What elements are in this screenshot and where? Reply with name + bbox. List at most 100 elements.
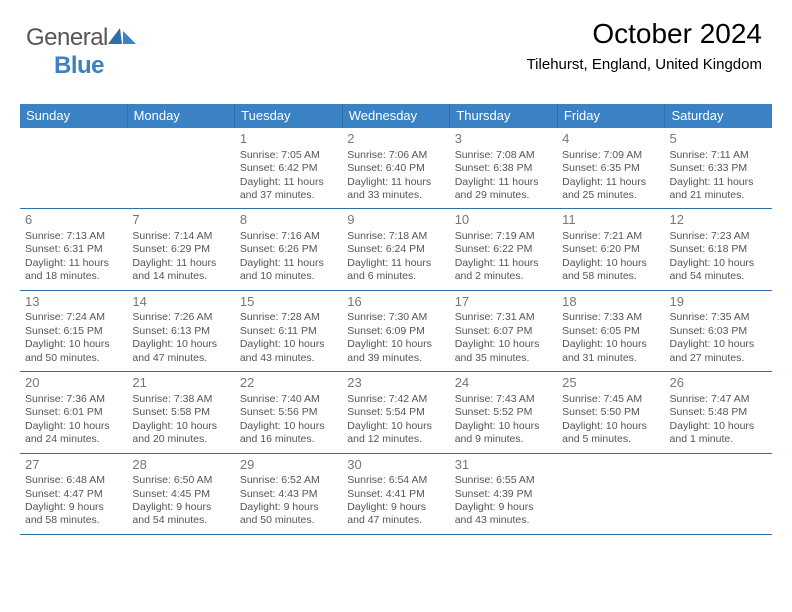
day-number: 22 xyxy=(240,375,337,392)
day-info-line: Sunrise: 7:35 AM xyxy=(670,311,767,324)
day-info-line: Sunset: 5:54 PM xyxy=(347,406,444,419)
day-info-line: Sunrise: 7:26 AM xyxy=(132,311,229,324)
day-info-line: Daylight: 10 hours xyxy=(562,257,659,270)
day-info-line: Daylight: 10 hours xyxy=(132,338,229,351)
day-cell: 28Sunrise: 6:50 AMSunset: 4:45 PMDayligh… xyxy=(127,454,234,534)
day-info-line: Sunset: 5:48 PM xyxy=(670,406,767,419)
day-info-line: Sunrise: 7:40 AM xyxy=(240,393,337,406)
day-cell: 27Sunrise: 6:48 AMSunset: 4:47 PMDayligh… xyxy=(20,454,127,534)
day-info-line: Sunset: 4:41 PM xyxy=(347,488,444,501)
day-info-line: Sunset: 6:35 PM xyxy=(562,162,659,175)
day-cell: 3Sunrise: 7:08 AMSunset: 6:38 PMDaylight… xyxy=(450,128,557,208)
day-info-line: Sunset: 6:29 PM xyxy=(132,243,229,256)
day-header-thursday: Thursday xyxy=(450,104,558,128)
day-info-line: Daylight: 11 hours xyxy=(240,176,337,189)
day-info-line: Sunset: 6:40 PM xyxy=(347,162,444,175)
day-info-line: and 50 minutes. xyxy=(240,514,337,527)
day-number: 26 xyxy=(670,375,767,392)
day-info-line: Sunrise: 6:52 AM xyxy=(240,474,337,487)
day-info-line: and 21 minutes. xyxy=(670,189,767,202)
day-info-line: Daylight: 10 hours xyxy=(670,338,767,351)
day-info-line: Sunset: 5:50 PM xyxy=(562,406,659,419)
day-number: 8 xyxy=(240,212,337,229)
day-info-line: and 18 minutes. xyxy=(25,270,122,283)
day-info-line: and 58 minutes. xyxy=(562,270,659,283)
logo: General Blue xyxy=(26,24,108,80)
day-header-sunday: Sunday xyxy=(20,104,128,128)
day-number: 23 xyxy=(347,375,444,392)
day-cell: 8Sunrise: 7:16 AMSunset: 6:26 PMDaylight… xyxy=(235,209,342,289)
day-info-line: Sunset: 6:05 PM xyxy=(562,325,659,338)
day-info-line: Sunset: 5:58 PM xyxy=(132,406,229,419)
day-header-wednesday: Wednesday xyxy=(343,104,451,128)
day-info-line: Sunset: 6:03 PM xyxy=(670,325,767,338)
day-cell: 26Sunrise: 7:47 AMSunset: 5:48 PMDayligh… xyxy=(665,372,772,452)
day-cell: 15Sunrise: 7:28 AMSunset: 6:11 PMDayligh… xyxy=(235,291,342,371)
day-info-line: Sunrise: 6:48 AM xyxy=(25,474,122,487)
day-info-line: Sunset: 4:45 PM xyxy=(132,488,229,501)
day-cell: 31Sunrise: 6:55 AMSunset: 4:39 PMDayligh… xyxy=(450,454,557,534)
day-info-line: Sunrise: 7:06 AM xyxy=(347,149,444,162)
day-number: 24 xyxy=(455,375,552,392)
day-cell: 9Sunrise: 7:18 AMSunset: 6:24 PMDaylight… xyxy=(342,209,449,289)
day-info-line: Sunrise: 7:16 AM xyxy=(240,230,337,243)
day-info-line: and 10 minutes. xyxy=(240,270,337,283)
day-info-line: Daylight: 10 hours xyxy=(240,420,337,433)
month-title: October 2024 xyxy=(527,18,762,50)
logo-word-general: General xyxy=(26,24,108,51)
day-info-line: Sunrise: 7:24 AM xyxy=(25,311,122,324)
day-cell: 1Sunrise: 7:05 AMSunset: 6:42 PMDaylight… xyxy=(235,128,342,208)
day-info-line: Sunset: 6:11 PM xyxy=(240,325,337,338)
day-info-line: Sunrise: 7:09 AM xyxy=(562,149,659,162)
day-number: 29 xyxy=(240,457,337,474)
day-info-line: and 54 minutes. xyxy=(132,514,229,527)
day-info-line: Sunset: 6:07 PM xyxy=(455,325,552,338)
day-info-line: Sunset: 6:22 PM xyxy=(455,243,552,256)
day-info-line: Sunset: 6:09 PM xyxy=(347,325,444,338)
day-cell: 19Sunrise: 7:35 AMSunset: 6:03 PMDayligh… xyxy=(665,291,772,371)
day-info-line: Sunset: 6:15 PM xyxy=(25,325,122,338)
day-info-line: Sunset: 5:56 PM xyxy=(240,406,337,419)
day-info-line: and 29 minutes. xyxy=(455,189,552,202)
day-info-line: Sunrise: 7:30 AM xyxy=(347,311,444,324)
day-info-line: Sunset: 6:33 PM xyxy=(670,162,767,175)
day-header-tuesday: Tuesday xyxy=(235,104,343,128)
day-info-line: and 16 minutes. xyxy=(240,433,337,446)
day-number: 19 xyxy=(670,294,767,311)
day-cell: 24Sunrise: 7:43 AMSunset: 5:52 PMDayligh… xyxy=(450,372,557,452)
day-info-line: Daylight: 10 hours xyxy=(25,420,122,433)
day-info-line: Daylight: 9 hours xyxy=(25,501,122,514)
day-info-line: Daylight: 10 hours xyxy=(670,257,767,270)
day-info-line: and 43 minutes. xyxy=(240,352,337,365)
day-cell: 12Sunrise: 7:23 AMSunset: 6:18 PMDayligh… xyxy=(665,209,772,289)
day-number: 25 xyxy=(562,375,659,392)
day-number: 5 xyxy=(670,131,767,148)
day-info-line: Daylight: 9 hours xyxy=(347,501,444,514)
day-info-line: Daylight: 11 hours xyxy=(132,257,229,270)
day-number: 28 xyxy=(132,457,229,474)
day-cell: 4Sunrise: 7:09 AMSunset: 6:35 PMDaylight… xyxy=(557,128,664,208)
day-info-line: Daylight: 11 hours xyxy=(347,257,444,270)
week-row: 6Sunrise: 7:13 AMSunset: 6:31 PMDaylight… xyxy=(20,209,772,290)
day-info-line: Sunset: 6:24 PM xyxy=(347,243,444,256)
day-info-line: Sunrise: 7:18 AM xyxy=(347,230,444,243)
day-info-line: Daylight: 11 hours xyxy=(347,176,444,189)
day-info-line: Sunset: 6:01 PM xyxy=(25,406,122,419)
day-info-line: Daylight: 10 hours xyxy=(670,420,767,433)
day-cell: 6Sunrise: 7:13 AMSunset: 6:31 PMDaylight… xyxy=(20,209,127,289)
day-info-line: Sunrise: 7:33 AM xyxy=(562,311,659,324)
day-info-line: Sunset: 6:31 PM xyxy=(25,243,122,256)
day-number: 13 xyxy=(25,294,122,311)
day-info-line: Daylight: 10 hours xyxy=(455,420,552,433)
day-number: 20 xyxy=(25,375,122,392)
title-block: October 2024 Tilehurst, England, United … xyxy=(527,18,762,73)
day-number: 27 xyxy=(25,457,122,474)
day-info-line: Sunrise: 6:54 AM xyxy=(347,474,444,487)
day-info-line: Daylight: 10 hours xyxy=(562,420,659,433)
day-info-line: Sunset: 6:20 PM xyxy=(562,243,659,256)
week-row: 20Sunrise: 7:36 AMSunset: 6:01 PMDayligh… xyxy=(20,372,772,453)
day-info-line: and 12 minutes. xyxy=(347,433,444,446)
day-info-line: Sunset: 6:38 PM xyxy=(455,162,552,175)
day-info-line: Daylight: 11 hours xyxy=(240,257,337,270)
day-number: 15 xyxy=(240,294,337,311)
